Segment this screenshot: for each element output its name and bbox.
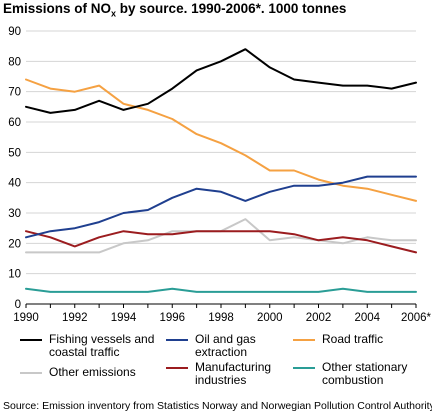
series-line-5: [25, 287, 417, 293]
legend-item: Other stationary combustion: [293, 361, 423, 387]
legend-item: Road traffic: [293, 333, 423, 346]
chart-title-subscript: x: [111, 8, 117, 19]
gridlines: [26, 30, 416, 275]
chart-title-suffix: by source. 1990-2006*. 1000 tonnes: [116, 1, 347, 16]
series-line-1: [25, 175, 417, 239]
legend-swatch: [20, 372, 42, 374]
legend-label: Other emissions: [49, 365, 136, 379]
series-line-2: [25, 78, 417, 202]
legend-swatch: [293, 339, 315, 341]
x-tick-label: 1998: [208, 312, 234, 324]
series-line-4: [25, 230, 417, 254]
x-tick-label: 2006*: [401, 312, 432, 324]
x-tick-label: 1992: [62, 312, 88, 324]
x-axis-tick-labels: 1990 1992 1994 1996 1998 2000 2002 2004 2006*: [13, 312, 431, 324]
x-tick-label: 2000: [257, 312, 283, 324]
y-tick-label: 40: [8, 178, 21, 190]
x-tick-label: 1994: [111, 312, 137, 324]
series-line-0: [25, 48, 417, 114]
chart-title: Emissions of NOx by source. 1990-2006*. …: [3, 1, 346, 19]
legend-item: Oil and gas extraction: [166, 333, 276, 359]
y-tick-label: 50: [8, 147, 21, 159]
y-tick-label: 60: [8, 117, 21, 129]
y-tick-label: 30: [8, 208, 21, 220]
legend-item: Fishing vessels and coastal traffic: [20, 333, 155, 359]
axes: [25, 303, 417, 308]
y-tick-label: 80: [8, 56, 21, 68]
x-tick-label: 1996: [159, 312, 185, 324]
legend-item: Other emissions: [20, 366, 155, 379]
y-tick-label: 0: [15, 299, 21, 311]
legend-label: Manufacturing industries: [195, 360, 272, 387]
series-line-3: [25, 218, 417, 254]
y-tick-label: 10: [8, 269, 21, 281]
series-lines: [25, 48, 417, 293]
y-tick-label: 20: [8, 238, 21, 250]
x-tick-label: 2002: [306, 312, 332, 324]
legend-label: Road traffic: [322, 332, 384, 346]
legend-item: Manufacturing industries: [166, 361, 276, 387]
legend-swatch: [166, 339, 188, 341]
y-tick-label: 90: [8, 26, 21, 38]
y-tick-label: 70: [8, 87, 21, 99]
legend-swatch: [20, 339, 42, 341]
x-tick-label: 2004: [354, 312, 380, 324]
chart-title-prefix: Emissions of NO: [3, 1, 112, 16]
y-axis-tick-labels: 0 10 20 30 40 50 60 70 80 90: [8, 26, 21, 311]
legend-label: Fishing vessels and coastal traffic: [49, 332, 155, 359]
legend-label: Other stationary combustion: [322, 360, 408, 387]
source-note: Source: Emission inventory from Statisti…: [3, 400, 432, 412]
legend-label: Oil and gas extraction: [195, 332, 256, 359]
legend-swatch: [293, 367, 315, 369]
legend-swatch: [166, 367, 188, 369]
x-tick-label: 1990: [13, 312, 39, 324]
